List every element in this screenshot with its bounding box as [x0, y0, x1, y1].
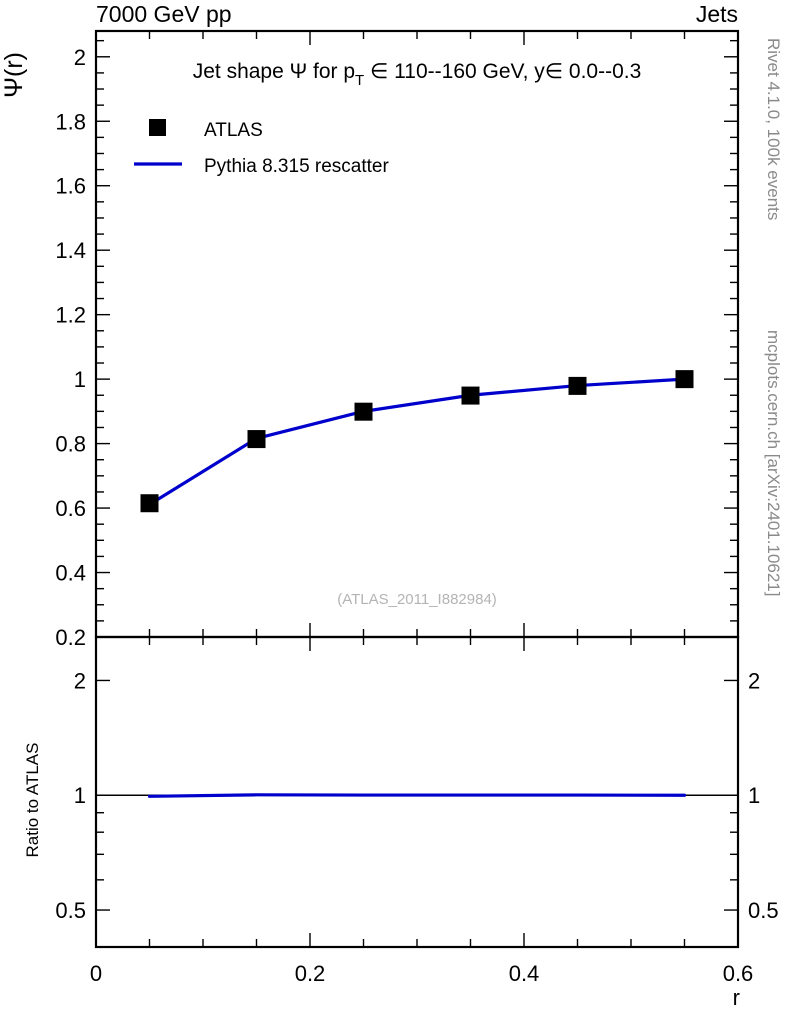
side-label-rivet: Rivet 4.1.0, 100k events: [764, 38, 783, 220]
ratio-panel-data: [96, 793, 738, 798]
ratio-mc-curve: [147, 793, 687, 798]
data-point-marker: [354, 402, 373, 421]
ratio-panel-ticks: 0 0.2 0.4 0.6 0.5 0.5 1 1 2 2: [55, 637, 779, 986]
title-pt-base: p: [343, 60, 355, 83]
data-point-marker: [247, 430, 266, 449]
legend-entry-label: ATLAS: [204, 120, 263, 141]
title-for: for: [307, 60, 343, 83]
y-tick-label-main: 0.8: [55, 432, 86, 457]
x-tick-label: 0.4: [509, 961, 540, 986]
legend-marker-square: [149, 119, 166, 136]
y-tick-label-main: 0.2: [55, 625, 86, 650]
header-right-label: Jets: [696, 1, 738, 27]
data-point-marker: [140, 494, 159, 513]
y-tick-label-main: 1.6: [55, 174, 86, 199]
title-tail: ∈ 0.0--0.3: [545, 60, 642, 83]
title-prefix: Jet shape: [193, 60, 290, 83]
y-tick-label-main: 1.8: [55, 109, 86, 134]
y-axis-label-ratio: Ratio to ATLAS: [23, 743, 42, 858]
y-tick-label-ratio-right: 0.5: [748, 898, 779, 923]
y-tick-label-main: 0.4: [55, 561, 86, 586]
main-panel-data: [140, 370, 694, 513]
main-panel-frame: [94, 29, 740, 639]
y-tick-label-main: 0.6: [55, 496, 86, 521]
y-tick-label-ratio-left: 1: [74, 783, 86, 808]
y-tick-label-main: 1: [74, 367, 86, 392]
legend-entry-label: Pythia 8.315 rescatter: [204, 156, 389, 177]
y-tick-label-main: 1.2: [55, 303, 86, 328]
x-tick-label: 0: [90, 961, 102, 986]
plot-title: Jet shape Ψ for pT ∈ 110--160 GeV, y∈ 0.…: [193, 60, 642, 89]
y-tick-label-main: 2: [74, 45, 86, 70]
ratio-panel-frame: [94, 635, 740, 949]
main-panel-ticks: 0.2 0.4 0.6 0.8 1 1.2 1.4 1.6 1.8 2: [55, 31, 739, 650]
header-left-label: 7000 GeV pp: [96, 1, 232, 27]
title-psi-symbol: Ψ: [290, 60, 308, 83]
y-tick-label-ratio-left: 2: [74, 668, 86, 693]
side-label-mcplots: mcplots.cern.ch [arXiv:2401.10621]: [764, 330, 783, 596]
mc-curve: [147, 377, 687, 507]
data-point-marker: [568, 376, 587, 395]
dataset-watermark: (ATLAS_2011_I882984): [337, 591, 497, 608]
x-axis-label: r: [733, 985, 740, 1010]
y-tick-label-ratio-right: 2: [748, 668, 760, 693]
x-tick-label: 0.2: [295, 961, 326, 986]
y-axis-label-main: Ψ(r): [0, 52, 28, 98]
data-point-marker: [675, 370, 694, 389]
y-tick-label-main: 1.4: [55, 238, 86, 263]
y-tick-label-ratio-right: 1: [748, 783, 760, 808]
title-middle: ∈ 110--160 GeV, y: [364, 60, 545, 83]
x-tick-label: 0.6: [723, 961, 754, 986]
data-point-marker: [461, 386, 480, 405]
title-pt-subscript: T: [355, 72, 364, 89]
legend: ATLAS Pythia 8.315 rescatter: [134, 119, 389, 177]
y-tick-label-ratio-left: 0.5: [55, 898, 86, 923]
